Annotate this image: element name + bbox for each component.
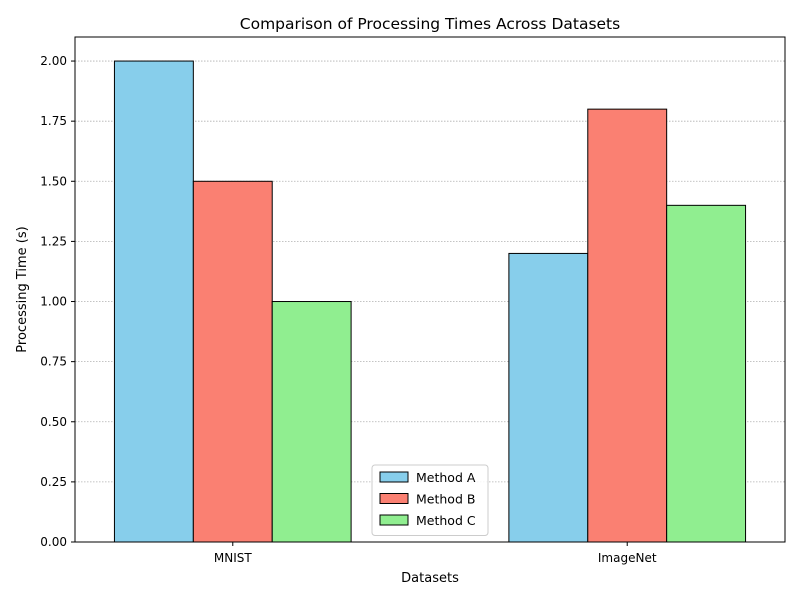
chart-title: Comparison of Processing Times Across Da… xyxy=(240,15,620,33)
legend-swatch xyxy=(379,493,409,504)
y-tick-label: 0.00 xyxy=(40,535,67,549)
legend-label: Method B xyxy=(416,492,475,507)
legend-swatch xyxy=(379,514,409,526)
y-tick-label: 2.00 xyxy=(40,54,67,68)
x-tick-label: ImageNet xyxy=(598,551,657,565)
x-axis-ticks: MNIST ImageNet xyxy=(214,542,657,565)
bar-method-c-mnist xyxy=(271,301,352,543)
y-tick-label: 1.50 xyxy=(40,174,67,188)
y-tick-label: 0.25 xyxy=(40,475,67,489)
legend: Method A Method B Method C xyxy=(371,464,489,536)
bar-method-a-imagenet xyxy=(508,252,589,543)
bars-layer xyxy=(113,60,747,543)
legend-label: Method C xyxy=(416,513,476,528)
x-tick-label: MNIST xyxy=(214,551,252,565)
bar-method-b-mnist xyxy=(192,180,273,543)
bar-method-c-imagenet xyxy=(666,204,747,543)
y-axis-ticks: 0.00 0.25 0.50 0.75 1.00 1.25 1.50 1.75 2.00 xyxy=(40,54,75,549)
legend-label: Method A xyxy=(416,470,476,485)
x-axis-label: Datasets xyxy=(401,571,459,586)
legend-swatch xyxy=(379,471,409,483)
plot-frame xyxy=(74,36,786,543)
y-tick-label: 0.50 xyxy=(40,415,67,429)
y-axis-label: Processing Time (s) xyxy=(15,226,30,352)
y-tick-label: 1.00 xyxy=(40,295,67,309)
y-tick-label: 1.25 xyxy=(40,234,67,248)
bar-method-b-imagenet xyxy=(587,108,668,543)
y-tick-label: 1.75 xyxy=(40,114,67,128)
bar-method-a-mnist xyxy=(113,60,194,543)
y-tick-label: 0.75 xyxy=(40,355,67,369)
